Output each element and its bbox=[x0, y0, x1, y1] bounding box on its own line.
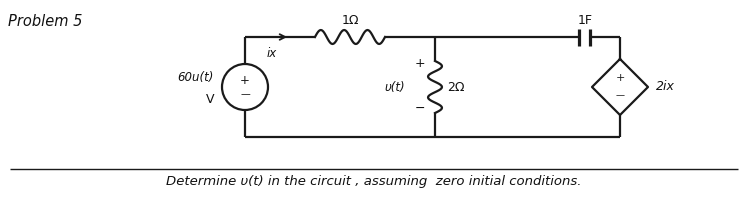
Text: +: + bbox=[240, 73, 250, 87]
Text: 2ix: 2ix bbox=[656, 81, 675, 94]
Text: 60u(t): 60u(t) bbox=[177, 70, 214, 84]
Text: υ(t): υ(t) bbox=[384, 81, 405, 94]
Text: −: − bbox=[414, 102, 425, 115]
Text: —: — bbox=[616, 92, 625, 100]
Text: +: + bbox=[414, 57, 425, 70]
Text: 1Ω: 1Ω bbox=[341, 14, 359, 27]
Text: 2Ω: 2Ω bbox=[447, 81, 465, 94]
Text: ix: ix bbox=[267, 47, 277, 60]
Text: V: V bbox=[206, 93, 214, 105]
Text: Determine υ(t) in the circuit , assuming  zero initial conditions.: Determine υ(t) in the circuit , assuming… bbox=[166, 175, 582, 187]
Text: —: — bbox=[240, 89, 250, 99]
Text: +: + bbox=[616, 73, 625, 83]
Text: 1F: 1F bbox=[577, 14, 592, 27]
Text: Problem 5: Problem 5 bbox=[8, 14, 82, 29]
